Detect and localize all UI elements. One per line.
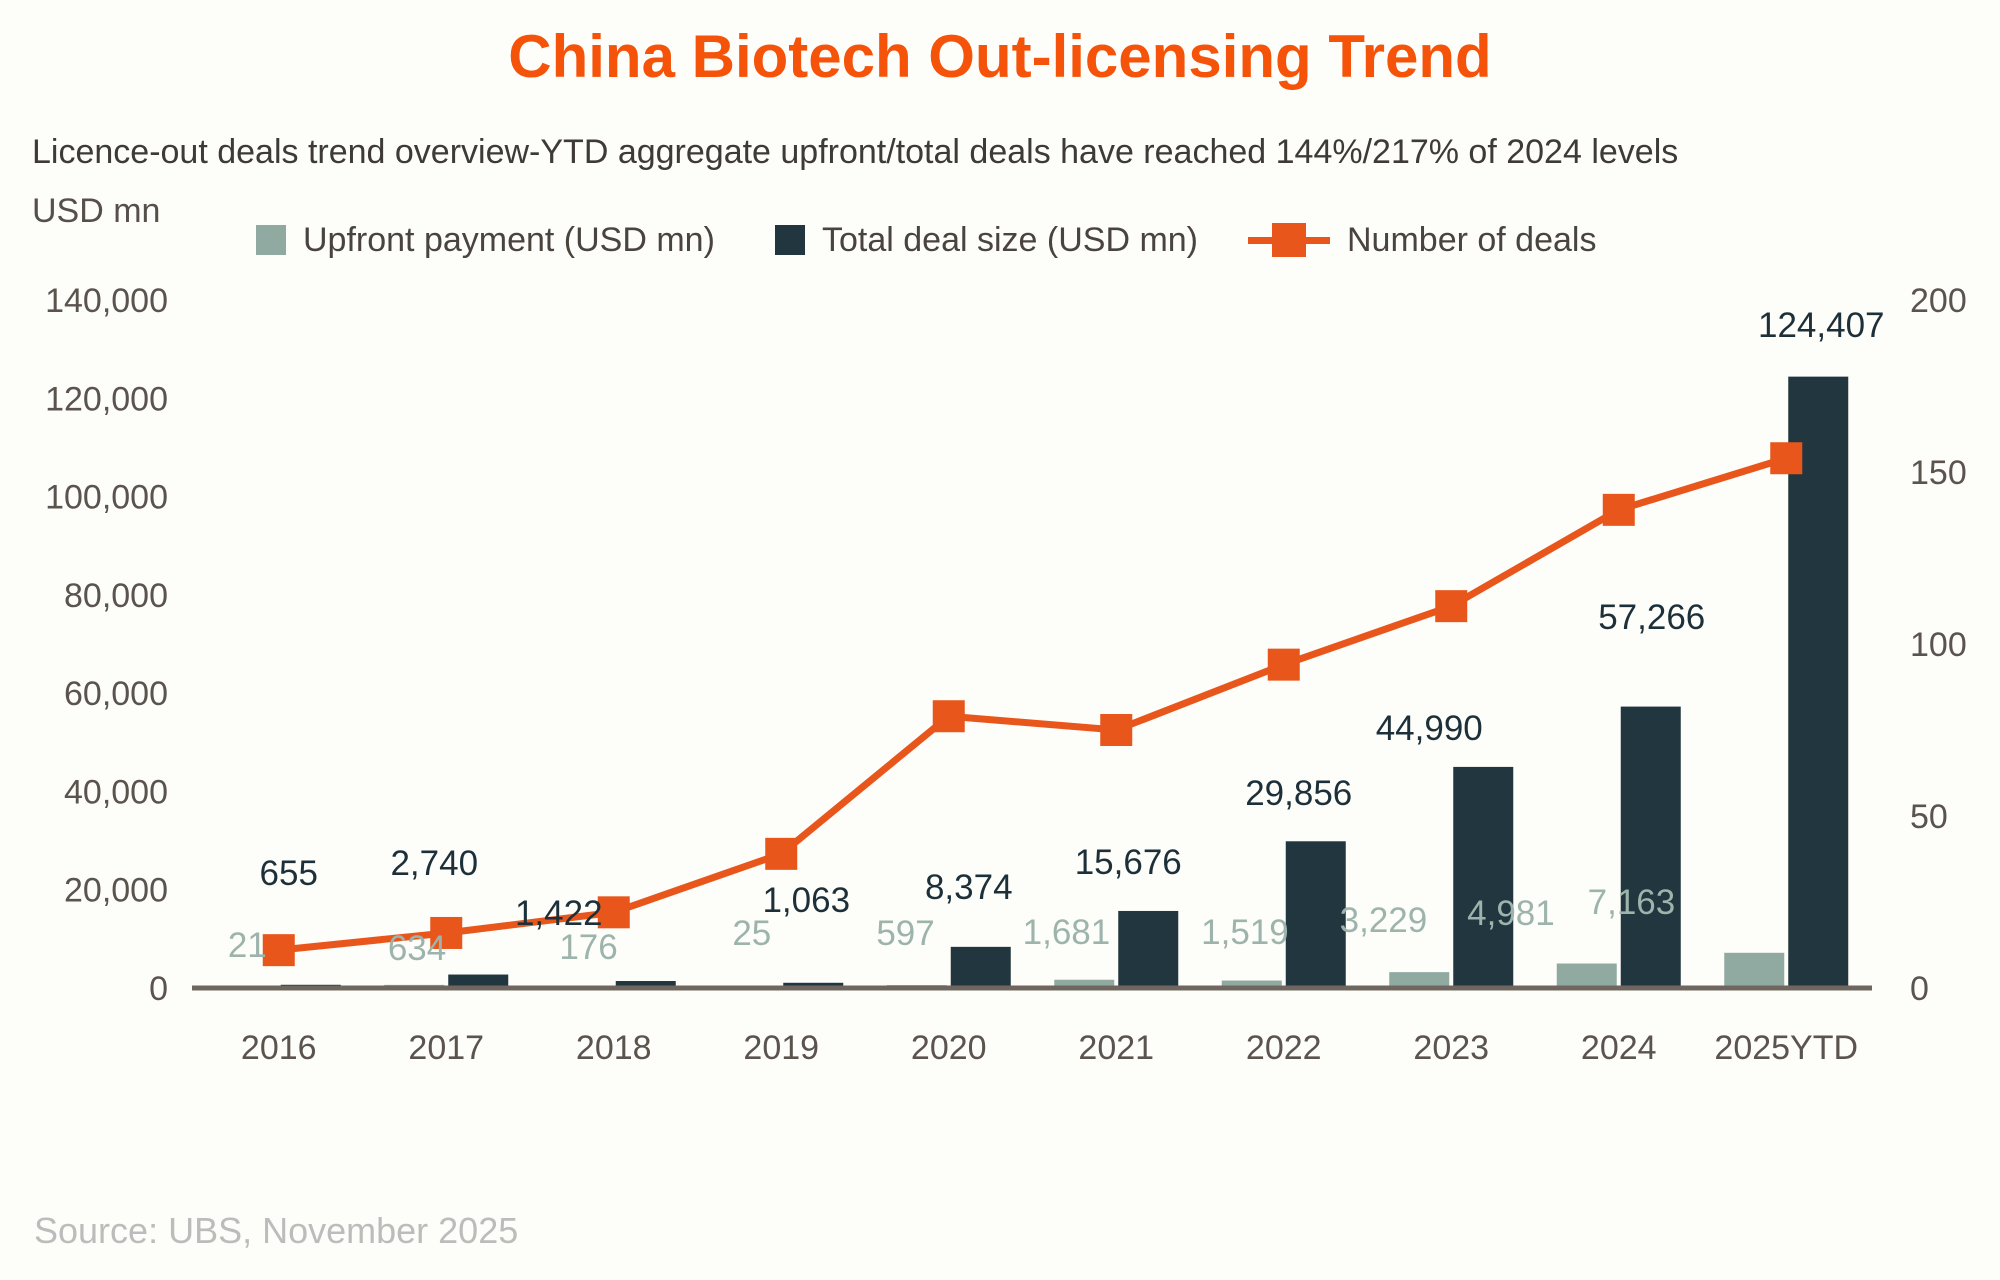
left-axis-tick-label: 100,000 — [45, 479, 168, 517]
bar-upfront-payment — [1389, 972, 1450, 988]
legend-swatch-icon — [256, 225, 286, 255]
x-axis-year-label: 2017 — [408, 1029, 484, 1067]
chart-subtitle: Licence-out deals trend overview-YTD agg… — [32, 133, 1679, 171]
deals-line-marker — [932, 700, 965, 733]
data-label-total-deal-size: 2,740 — [390, 844, 478, 883]
right-axis-tick-label: 100 — [1910, 626, 1967, 664]
legend-label: Total deal size (USD mn) — [822, 220, 1199, 259]
data-label-upfront-payment: 25 — [732, 914, 771, 953]
data-label-upfront-payment: 597 — [876, 914, 934, 953]
legend-item-upfront-payment-usd-mn: Upfront payment (USD mn) — [256, 220, 715, 260]
left-axis-tick-label: 80,000 — [64, 577, 168, 615]
data-label-total-deal-size: 44,990 — [1376, 709, 1483, 748]
bar-total-deal-size — [783, 982, 844, 988]
legend-swatch-icon — [775, 225, 805, 255]
data-label-total-deal-size: 8,374 — [925, 868, 1013, 907]
legend-item-number-of-deals: Number of deals — [1248, 220, 1596, 260]
left-axis-tick-label: 20,000 — [64, 872, 168, 910]
x-axis-year-label: 2023 — [1413, 1029, 1489, 1067]
x-axis-year-label: 2019 — [743, 1029, 819, 1067]
data-label-total-deal-size: 1,063 — [762, 881, 850, 920]
data-label-total-deal-size: 124,407 — [1758, 306, 1885, 345]
data-label-upfront-payment: 1,519 — [1201, 913, 1289, 952]
data-label-upfront-payment: 7,163 — [1588, 883, 1676, 922]
legend: Upfront payment (USD mn) Total deal size … — [0, 220, 2000, 264]
x-axis-year-label: 2025YTD — [1714, 1029, 1858, 1067]
deals-line — [278, 454, 1788, 954]
data-label-upfront-payment: 21 — [228, 926, 267, 965]
bar-upfront-payment — [1054, 979, 1115, 988]
bar-total-deal-size — [1118, 910, 1179, 988]
bar-total-deal-size — [615, 981, 676, 988]
deals-line-marker — [1770, 442, 1803, 475]
bar-total-deal-size — [1285, 841, 1346, 988]
deals-line-marker — [1100, 714, 1133, 746]
right-axis-tick-label: 200 — [1910, 282, 1967, 320]
data-label-total-deal-size: 57,266 — [1598, 598, 1705, 637]
legend-label: Number of deals — [1347, 220, 1597, 259]
bar-total-deal-size — [1620, 706, 1681, 988]
right-axis-tick-label: 50 — [1910, 798, 1948, 836]
bar-upfront-payment — [1221, 980, 1282, 988]
deals-line-marker — [262, 934, 295, 967]
left-axis-unit-label: USD mn — [32, 192, 161, 230]
x-axis-year-label: 2022 — [1246, 1029, 1322, 1067]
deals-line-marker — [597, 896, 630, 929]
x-axis-year-label: 2021 — [1078, 1029, 1154, 1067]
x-axis-year-label: 2018 — [576, 1029, 652, 1067]
x-axis-year-label: 2016 — [241, 1029, 317, 1067]
data-label-upfront-payment: 176 — [559, 928, 617, 967]
data-label-total-deal-size: 29,856 — [1245, 774, 1352, 813]
left-axis-tick-label: 120,000 — [45, 380, 168, 418]
data-label-upfront-payment: 634 — [388, 929, 446, 968]
bar-upfront-payment — [1556, 963, 1617, 988]
bar-total-deal-size — [1453, 766, 1514, 988]
bar-upfront-payment — [1724, 952, 1785, 988]
chart-title: China Biotech Out-licensing Trend — [508, 23, 1492, 90]
data-label-total-deal-size: 655 — [260, 854, 318, 893]
legend-line-marker-icon — [1248, 222, 1330, 258]
legend-item-total-deal-size-usd-mn: Total deal size (USD mn) — [775, 220, 1198, 260]
bar-total-deal-size — [1788, 376, 1849, 989]
right-axis-tick-label: 0 — [1910, 970, 1929, 1008]
left-axis-tick-label: 40,000 — [64, 773, 168, 811]
bar-total-deal-size — [448, 974, 509, 988]
deals-line-marker — [765, 837, 798, 870]
source-note: Source: UBS, November 2025 — [34, 1210, 519, 1251]
data-label-total-deal-size: 15,676 — [1075, 843, 1182, 882]
legend-label: Upfront payment (USD mn) — [303, 220, 715, 259]
left-axis-tick-label: 0 — [149, 970, 168, 1008]
bar-total-deal-size — [950, 946, 1011, 988]
data-label-upfront-payment: 1,681 — [1023, 913, 1111, 952]
data-label-upfront-payment: 4,981 — [1467, 894, 1555, 933]
data-label-total-deal-size: 1,422 — [515, 894, 603, 933]
right-axis-tick-label: 150 — [1910, 454, 1967, 492]
deals-line-marker — [1267, 648, 1300, 681]
left-axis-tick-label: 60,000 — [64, 675, 168, 713]
deals-line-marker — [1435, 590, 1468, 623]
x-axis-year-label: 2020 — [911, 1029, 987, 1067]
x-axis-year-label: 2024 — [1581, 1029, 1657, 1067]
deals-line-marker — [1602, 493, 1635, 526]
data-label-upfront-payment: 3,229 — [1340, 901, 1428, 940]
deals-line-marker — [430, 916, 463, 949]
left-axis-tick-label: 140,000 — [45, 282, 168, 320]
